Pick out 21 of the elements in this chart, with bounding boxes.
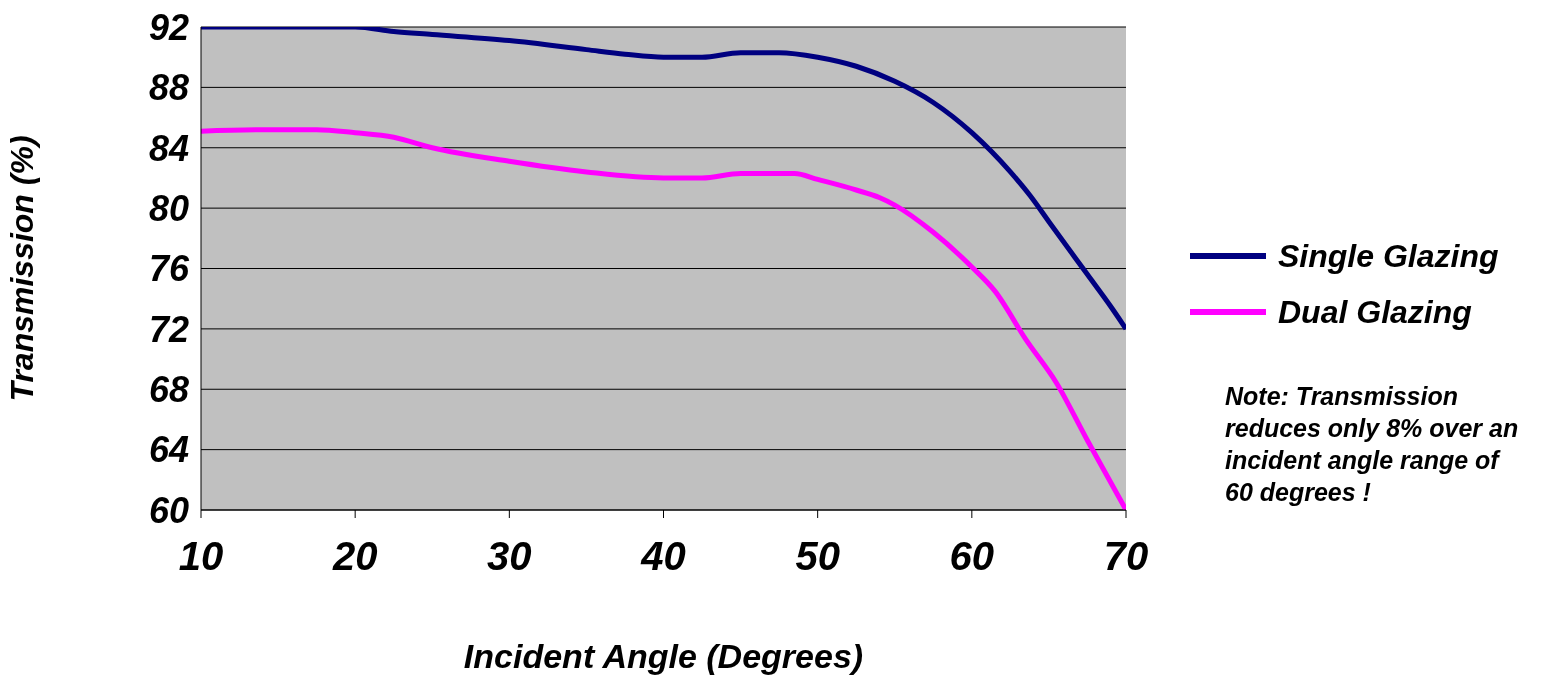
- x-tick-label: 60: [949, 534, 995, 579]
- y-tick-label: 84: [148, 127, 189, 169]
- y-tick-label: 80: [148, 187, 189, 229]
- y-tick-label: 76: [148, 248, 190, 290]
- y-tick-label: 64: [148, 429, 189, 471]
- y-axis-title: Transmission (%): [4, 135, 41, 402]
- text: Note: Transmission reduces only 8% over an incident angle range of 60 degrees !: [1225, 381, 1520, 508]
- x-tick-label: 40: [640, 534, 686, 579]
- y-tick-label: 72: [148, 308, 189, 350]
- legend-label: Single Glazing: [1278, 237, 1499, 275]
- x-tick-label: 10: [178, 534, 224, 579]
- x-tick-label: 30: [487, 534, 532, 579]
- x-axis-title: Incident Angle (Degrees): [463, 637, 864, 675]
- x-tick-label: 50: [795, 534, 840, 579]
- x-tick-label: 70: [1103, 534, 1149, 579]
- y-tick-label: 68: [148, 369, 189, 411]
- y-tick-label: 60: [148, 489, 189, 531]
- y-tick-label: 88: [148, 67, 189, 109]
- legend-label: Dual Glazing: [1278, 293, 1472, 331]
- x-tick-label: 20: [331, 534, 378, 579]
- y-tick-label: 92: [148, 6, 189, 48]
